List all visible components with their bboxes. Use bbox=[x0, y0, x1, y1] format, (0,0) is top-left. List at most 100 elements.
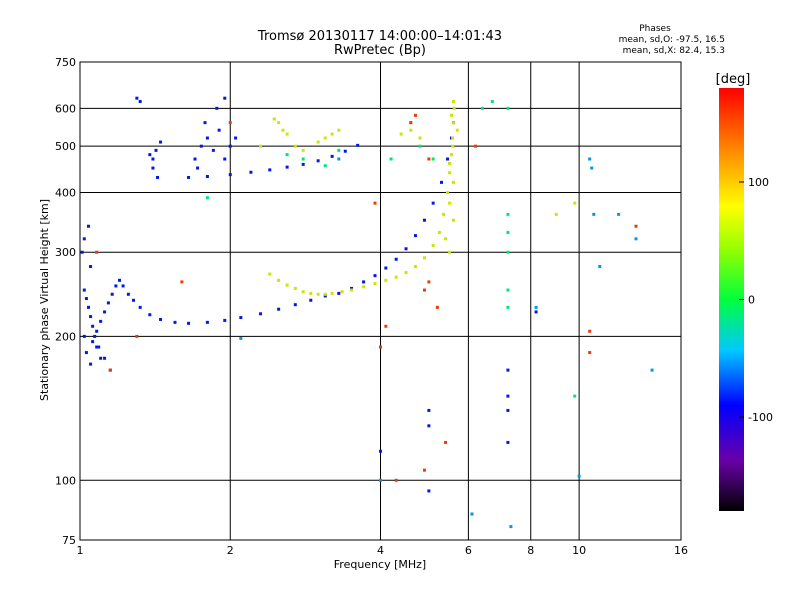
data-point bbox=[534, 310, 538, 314]
data-point bbox=[506, 408, 510, 412]
y-tick-label: 300 bbox=[55, 246, 76, 259]
data-point bbox=[187, 321, 191, 325]
data-point bbox=[103, 310, 107, 314]
data-point bbox=[281, 128, 285, 132]
data-point bbox=[211, 148, 215, 152]
grid-lines bbox=[80, 62, 681, 540]
data-point bbox=[350, 286, 354, 290]
data-point bbox=[470, 512, 474, 516]
data-point bbox=[451, 218, 455, 222]
data-point bbox=[82, 288, 86, 292]
data-point bbox=[473, 144, 477, 148]
data-point bbox=[448, 161, 452, 165]
y-tick-label: 750 bbox=[55, 56, 76, 69]
data-point bbox=[330, 154, 334, 158]
data-point bbox=[293, 303, 297, 307]
colorbar-ticks: 100 0 -100 bbox=[739, 176, 773, 424]
data-point bbox=[301, 290, 305, 294]
data-point bbox=[301, 148, 305, 152]
data-point bbox=[110, 292, 114, 296]
data-point bbox=[442, 212, 446, 216]
data-point bbox=[506, 368, 510, 372]
data-point bbox=[634, 237, 638, 241]
data-point bbox=[205, 196, 209, 200]
data-point bbox=[187, 175, 191, 179]
data-point bbox=[272, 117, 276, 121]
data-point bbox=[323, 136, 327, 140]
data-point bbox=[268, 272, 272, 276]
data-point bbox=[427, 424, 431, 428]
data-point bbox=[268, 168, 272, 172]
data-point bbox=[173, 320, 177, 324]
data-point bbox=[573, 394, 577, 398]
data-point bbox=[234, 136, 238, 140]
data-point bbox=[373, 201, 377, 205]
data-point bbox=[82, 237, 86, 241]
data-point bbox=[413, 265, 417, 269]
data-point bbox=[84, 297, 88, 301]
data-point bbox=[337, 157, 341, 161]
data-point bbox=[277, 307, 281, 311]
data-point bbox=[89, 315, 93, 319]
y-tick-label: 500 bbox=[55, 140, 76, 153]
data-point bbox=[285, 153, 289, 157]
data-point bbox=[239, 316, 243, 320]
data-point bbox=[199, 144, 203, 148]
x-tick-label: 1 bbox=[77, 544, 84, 557]
data-point bbox=[228, 121, 232, 125]
data-point bbox=[506, 212, 510, 216]
data-point bbox=[384, 278, 388, 282]
data-point bbox=[135, 96, 139, 100]
data-point bbox=[316, 159, 320, 163]
data-point bbox=[480, 106, 484, 110]
data-point bbox=[330, 291, 334, 295]
data-point bbox=[506, 106, 510, 110]
data-point bbox=[249, 170, 253, 174]
data-point bbox=[379, 345, 382, 349]
data-point bbox=[108, 368, 112, 372]
data-point bbox=[490, 100, 494, 104]
data-point bbox=[379, 478, 382, 482]
x-axis-label: Frequency [MHz] bbox=[334, 558, 426, 571]
data-point bbox=[422, 256, 426, 260]
x-tick-labels: 1 2 4 6 8 10 16 bbox=[77, 544, 689, 557]
data-point bbox=[82, 334, 86, 338]
data-point bbox=[384, 266, 388, 270]
data-point bbox=[196, 166, 200, 170]
data-point bbox=[362, 280, 366, 284]
data-point bbox=[343, 149, 347, 153]
data-point bbox=[588, 157, 592, 161]
data-point bbox=[337, 148, 341, 152]
data-point bbox=[451, 121, 455, 125]
data-point bbox=[205, 136, 209, 140]
data-point bbox=[95, 329, 99, 333]
data-point bbox=[309, 291, 313, 295]
data-point bbox=[444, 237, 448, 241]
data-point bbox=[399, 132, 403, 136]
data-point bbox=[156, 175, 160, 179]
data-point bbox=[301, 162, 305, 166]
data-point bbox=[285, 165, 289, 169]
data-point bbox=[205, 320, 209, 324]
data-point bbox=[80, 250, 84, 254]
data-point bbox=[154, 148, 158, 152]
data-point bbox=[95, 250, 99, 254]
data-point bbox=[422, 218, 426, 222]
data-point bbox=[138, 100, 142, 104]
data-point bbox=[617, 212, 621, 216]
data-point bbox=[404, 247, 408, 251]
x-tick-label: 10 bbox=[572, 544, 586, 557]
data-point bbox=[506, 305, 510, 309]
data-point bbox=[440, 180, 444, 184]
data-point bbox=[449, 153, 453, 157]
data-point bbox=[437, 230, 441, 234]
data-point bbox=[592, 212, 596, 216]
data-point bbox=[389, 157, 393, 161]
y-tick-labels: 75 100 200 300 400 500 600 750 bbox=[55, 56, 76, 547]
data-point bbox=[95, 345, 99, 349]
data-point bbox=[451, 180, 455, 184]
data-point bbox=[448, 250, 452, 254]
data-point bbox=[121, 284, 125, 288]
data-point bbox=[373, 282, 377, 286]
data-point bbox=[506, 394, 510, 398]
